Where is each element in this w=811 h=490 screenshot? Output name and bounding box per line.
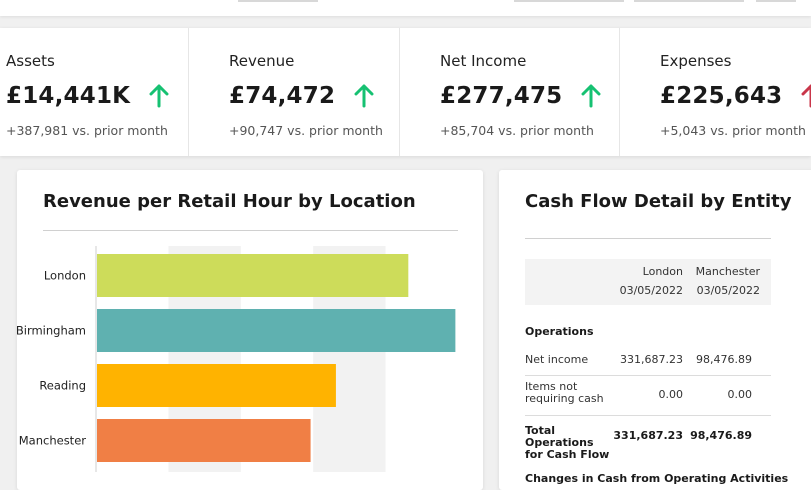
row-label: Total Operations for Cash Flow [525, 425, 615, 461]
row-value: 0.00 [727, 388, 753, 401]
kpi-label: Expenses [660, 52, 732, 70]
column-header-entity: Manchester [695, 265, 760, 278]
kpi-value: £14,441K [6, 83, 131, 109]
arrow-up-icon [354, 84, 374, 108]
kpi-net-income: Net Income £277,475 +85,704 vs. prior mo… [400, 28, 620, 156]
top-toolbar [0, 0, 811, 16]
divider [43, 230, 458, 231]
toolbar-control[interactable] [238, 0, 318, 2]
row-divider [525, 415, 771, 416]
card-title: Cash Flow Detail by Entity [525, 191, 792, 212]
kpi-label: Net Income [440, 52, 527, 70]
row-value: 98,476.89 [696, 353, 752, 366]
column-header-entity: London [642, 265, 683, 278]
bar-chart: London Birmingham Reading Manchester [17, 246, 456, 472]
section-title: Changes in Cash from Operating Activitie… [525, 472, 789, 485]
row-label-text: Total Operations for Cash Flow [525, 424, 610, 461]
row-value: 331,687.23 [613, 429, 683, 442]
kpi-comparison: +90,747 vs. prior month [229, 123, 383, 138]
row-label: Items not requiring cash [525, 381, 605, 405]
kpi-assets: Assets £14,441K +387,981 vs. prior month [0, 28, 189, 156]
bar-manchester[interactable] [97, 419, 311, 462]
divider [525, 238, 771, 239]
row-label-text: Items not requiring cash [525, 380, 604, 405]
category-label: Birmingham [17, 324, 86, 338]
bar-reading[interactable] [97, 364, 336, 407]
cash-flow-card: Cash Flow Detail by Entity London 03/05/… [499, 170, 811, 490]
arrow-up-icon [149, 84, 169, 108]
kpi-comparison: +5,043 vs. prior month [660, 123, 806, 138]
toolbar-control[interactable] [514, 0, 624, 2]
arrow-up-icon [801, 84, 811, 108]
category-label: Manchester [19, 434, 87, 448]
category-label: London [44, 269, 86, 283]
table-header [525, 259, 771, 305]
kpi-row: Assets £14,441K +387,981 vs. prior month… [0, 28, 811, 156]
kpi-label: Assets [6, 52, 55, 70]
toolbar-control[interactable] [634, 0, 744, 2]
bar-birmingham[interactable] [97, 309, 456, 352]
arrow-up-icon [581, 84, 601, 108]
column-header-date: 03/05/2022 [619, 284, 683, 297]
kpi-comparison: +85,704 vs. prior month [440, 123, 594, 138]
row-divider [525, 375, 771, 376]
section-title: Operations [525, 325, 594, 338]
row-value: 98,476.89 [690, 429, 752, 442]
kpi-value: £277,475 [440, 83, 563, 109]
bar-london[interactable] [97, 254, 409, 297]
row-value: 331,687.23 [620, 353, 683, 366]
row-value: 0.00 [658, 388, 684, 401]
kpi-expenses: Expenses £225,643 +5,043 vs. prior month [620, 28, 811, 156]
revenue-per-hour-card: Revenue per Retail Hour by Location Lond… [17, 170, 483, 490]
kpi-label: Revenue [229, 52, 295, 70]
kpi-value: £74,472 [229, 83, 336, 109]
kpi-comparison: +387,981 vs. prior month [6, 123, 168, 138]
toolbar-control[interactable] [756, 0, 796, 2]
kpi-revenue: Revenue £74,472 +90,747 vs. prior month [189, 28, 400, 156]
card-title: Revenue per Retail Hour by Location [43, 191, 416, 212]
column-header-date: 03/05/2022 [696, 284, 760, 297]
kpi-value: £225,643 [660, 83, 783, 109]
row-label: Net income [525, 353, 589, 366]
category-label: Reading [39, 379, 86, 393]
